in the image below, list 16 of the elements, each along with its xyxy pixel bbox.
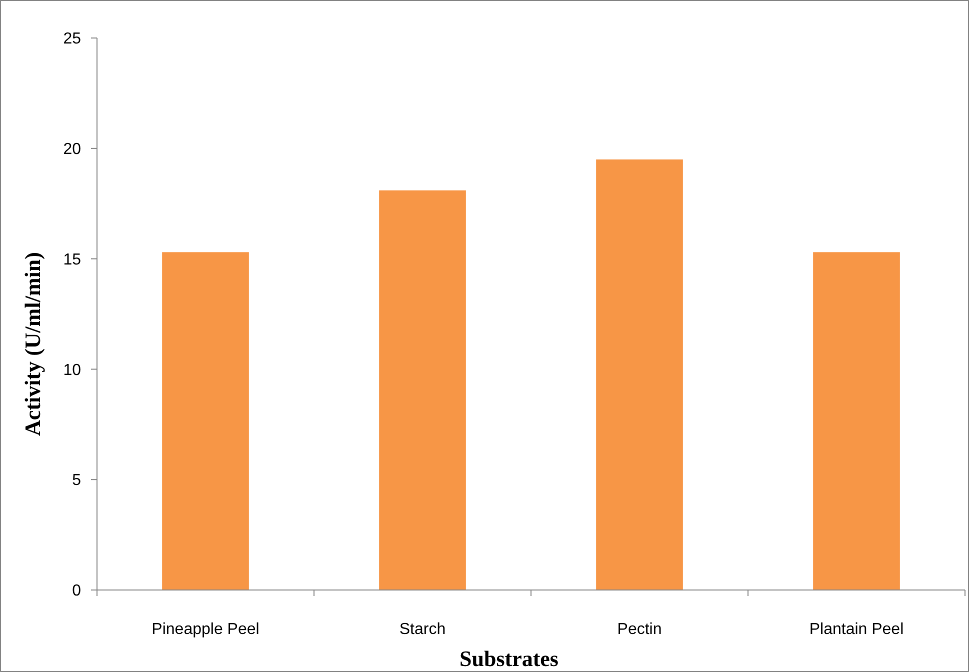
y-tick-label: 25 (63, 30, 82, 48)
bar (162, 252, 249, 590)
x-axis-title: Substrates (459, 646, 559, 671)
x-tick-label: Pineapple Peel (152, 621, 260, 638)
x-tick-label: Starch (399, 621, 446, 638)
bar (379, 190, 466, 590)
y-tick-label: 5 (72, 472, 82, 490)
y-tick-label: 10 (63, 362, 82, 379)
y-tick-label: 0 (72, 582, 82, 600)
y-tick-label: 20 (63, 141, 82, 158)
x-tick-label: Pectin (617, 621, 662, 638)
bar (596, 159, 683, 590)
x-tick-label: Plantain Peel (809, 621, 904, 638)
bar (813, 252, 900, 590)
y-axis-title: Activity (U/ml/min) (20, 252, 45, 436)
y-tick-label: 15 (63, 251, 82, 268)
